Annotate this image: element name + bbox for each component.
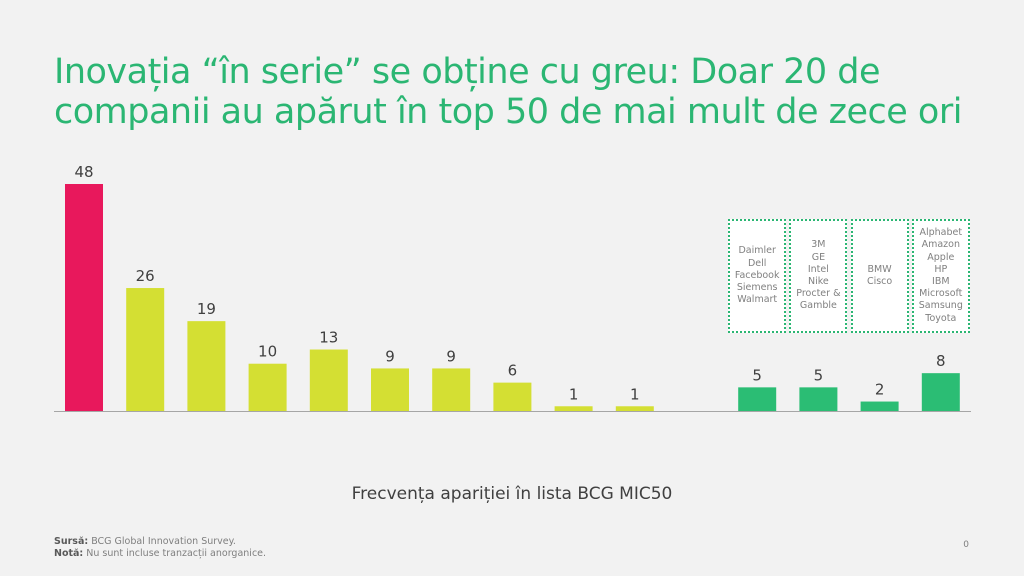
company-name: Alphabet xyxy=(919,227,963,239)
bar xyxy=(126,288,165,411)
data-label: 26 xyxy=(136,267,155,285)
company-name: GE xyxy=(811,251,826,263)
company-name: BMW xyxy=(867,263,892,275)
company-name: Siemens xyxy=(736,282,778,294)
slide-title: Inovația “în serie” se obține cu greu: D… xyxy=(54,52,962,132)
company-name: Dell xyxy=(747,257,767,269)
company-name: Amazon xyxy=(921,239,960,251)
bar xyxy=(371,368,409,411)
company-list-box: 3M GE Intel Nike Procter & Gamble xyxy=(789,219,848,333)
data-label: 13 xyxy=(319,329,338,347)
company-list-box: BMW Cisco xyxy=(850,219,909,333)
data-label: 10 xyxy=(258,343,277,361)
bar xyxy=(187,321,226,411)
bar xyxy=(493,382,532,411)
page-number: 0 xyxy=(963,540,969,550)
bar xyxy=(921,373,960,411)
bar xyxy=(860,401,899,411)
company-name: Nike xyxy=(808,276,829,287)
company-name: Intel xyxy=(807,263,829,275)
data-label: 1 xyxy=(569,385,579,403)
bar xyxy=(799,387,838,411)
company-name: Samsung xyxy=(918,300,963,312)
note-line: Notă: Nu sunt incluse tranzacții anorgan… xyxy=(54,548,267,559)
bar xyxy=(615,406,654,411)
bar xyxy=(309,349,348,411)
company-name: Facebook xyxy=(734,269,780,281)
footer-notes: Sursă: BCG Global Innovation Survey. Not… xyxy=(54,536,266,560)
bar xyxy=(65,184,103,411)
data-label: 6 xyxy=(508,362,518,380)
data-label: 9 xyxy=(446,347,456,365)
company-name: Gamble xyxy=(799,300,837,312)
data-label: 1 xyxy=(630,385,640,403)
x-axis-label: Frecvența apariției în lista BCG MIC50 xyxy=(351,484,673,504)
company-name: Apple xyxy=(927,251,955,263)
bar xyxy=(554,406,593,411)
bar xyxy=(248,363,287,411)
source-line: Sursă: BCG Global Innovation Survey. xyxy=(54,536,236,547)
company-list-box: Daimler Dell Facebook Siemens Walmart xyxy=(728,219,787,333)
data-label: 19 xyxy=(197,300,216,318)
company-name: Cisco xyxy=(866,276,893,287)
company-name: IBM xyxy=(932,276,950,287)
data-label: 5 xyxy=(814,366,824,384)
data-label: 8 xyxy=(936,352,946,370)
data-label: 48 xyxy=(74,163,93,181)
company-name: Daimler xyxy=(738,245,776,257)
company-list-box: Alphabet Amazon Apple HP IBM Microsoft Samsung… xyxy=(911,219,970,333)
company-name: Microsoft xyxy=(919,288,963,300)
company-name: HP xyxy=(934,263,948,275)
bar xyxy=(432,368,471,411)
data-label: 5 xyxy=(752,366,762,384)
data-label: 9 xyxy=(385,347,395,365)
bar xyxy=(738,387,777,411)
company-name: 3M xyxy=(811,239,826,251)
company-name: Walmart xyxy=(737,294,778,306)
company-name: Toyota xyxy=(925,312,957,324)
data-label: 2 xyxy=(875,381,885,399)
company-name: Procter & xyxy=(796,288,841,300)
